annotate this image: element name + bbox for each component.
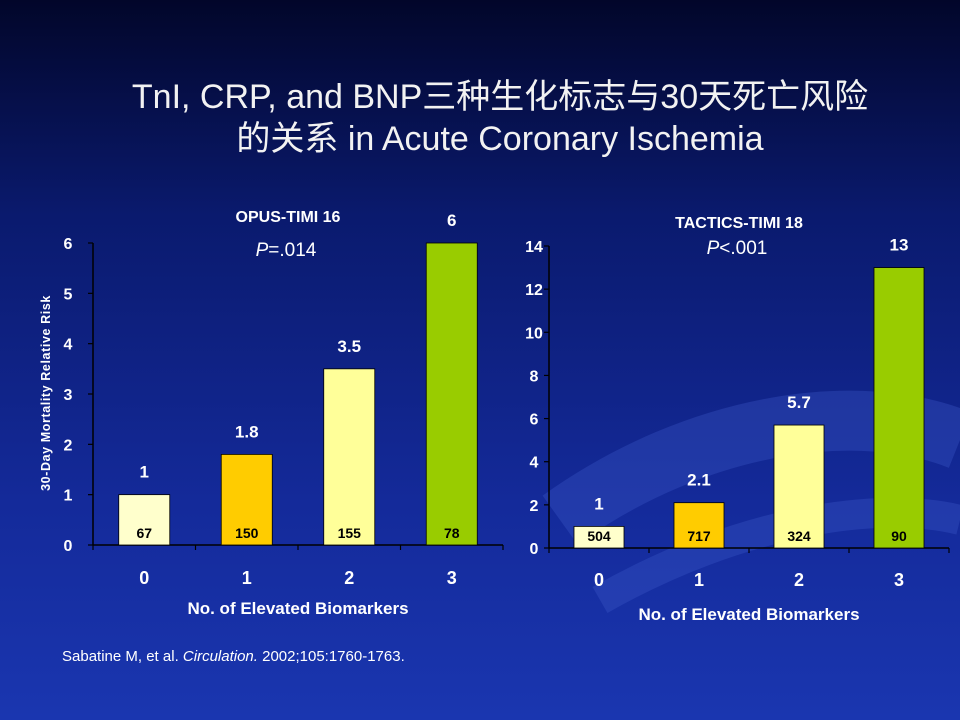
bar bbox=[873, 267, 925, 549]
x-tick-label: 2 bbox=[344, 568, 354, 588]
bar bbox=[323, 368, 376, 546]
bar bbox=[425, 242, 478, 546]
bar bbox=[573, 526, 625, 549]
sample-size-label: 78 bbox=[444, 525, 460, 541]
sample-size-label: 504 bbox=[587, 528, 611, 544]
x-tick-label: 3 bbox=[447, 568, 457, 588]
data-label: 1.8 bbox=[235, 422, 259, 441]
slide-title-line1: TnI, CRP, and BNP三种生化标志与30天死亡风险 bbox=[131, 78, 869, 116]
y-tick-label: 0 bbox=[64, 538, 73, 555]
x-axis-label: No. of Elevated Biomarkers bbox=[187, 599, 408, 618]
y-tick-label: 2 bbox=[64, 437, 73, 454]
p-value-label: P=.014 bbox=[256, 240, 317, 261]
bar bbox=[773, 424, 825, 549]
y-tick-label: 0 bbox=[530, 541, 539, 558]
sample-size-label: 67 bbox=[136, 525, 152, 541]
x-tick-label: 1 bbox=[242, 568, 252, 588]
x-axis-label: No. of Elevated Biomarkers bbox=[638, 605, 859, 624]
data-label: 1 bbox=[594, 494, 603, 513]
y-tick-label: 1 bbox=[64, 488, 73, 505]
sample-size-label: 150 bbox=[235, 525, 259, 541]
y-tick-label: 8 bbox=[530, 368, 539, 385]
sample-size-label: 155 bbox=[338, 525, 362, 541]
y-axis-label: 30-Day Mortality Relative Risk bbox=[39, 295, 53, 491]
citation-authors: Sabatine M, et al. bbox=[62, 648, 183, 665]
citation-details: 2002;105:1760-1763. bbox=[257, 648, 405, 665]
sample-size-label: 324 bbox=[787, 528, 811, 544]
slide-title-line2: 的关系 in Acute Coronary Ischemia bbox=[236, 120, 764, 158]
y-tick-label: 3 bbox=[64, 387, 73, 404]
bar bbox=[673, 502, 725, 549]
data-label: 2.1 bbox=[687, 471, 711, 490]
y-tick-label: 6 bbox=[64, 236, 73, 253]
sample-size-label: 717 bbox=[687, 528, 711, 544]
y-tick-label: 2 bbox=[530, 498, 539, 515]
y-tick-label: 5 bbox=[64, 286, 73, 303]
chart-title: TACTICS-TIMI 18 bbox=[675, 215, 803, 232]
chart-title: OPUS-TIMI 16 bbox=[236, 209, 341, 226]
y-tick-label: 4 bbox=[530, 455, 539, 472]
x-tick-label: 0 bbox=[139, 568, 149, 588]
sample-size-label: 90 bbox=[891, 528, 907, 544]
y-tick-label: 12 bbox=[525, 282, 543, 299]
x-tick-label: 1 bbox=[694, 570, 704, 590]
y-tick-label: 10 bbox=[525, 325, 543, 342]
x-tick-label: 3 bbox=[894, 570, 904, 590]
bar bbox=[118, 494, 171, 546]
y-tick-label: 14 bbox=[525, 239, 543, 256]
citation-journal: Circulation. bbox=[182, 648, 258, 665]
p-value-label: P<.001 bbox=[707, 238, 768, 259]
data-label: 5.7 bbox=[787, 393, 811, 412]
citation: Sabatine M, et al. Circulation. 2002;105… bbox=[62, 648, 405, 665]
bar bbox=[220, 453, 273, 546]
x-tick-label: 0 bbox=[594, 570, 604, 590]
y-tick-label: 4 bbox=[64, 337, 73, 354]
data-label: 6 bbox=[447, 211, 456, 230]
data-label: 3.5 bbox=[337, 337, 361, 356]
y-tick-label: 6 bbox=[530, 412, 539, 429]
data-label: 13 bbox=[890, 236, 909, 255]
data-label: 1 bbox=[140, 463, 149, 482]
x-tick-label: 2 bbox=[794, 570, 804, 590]
